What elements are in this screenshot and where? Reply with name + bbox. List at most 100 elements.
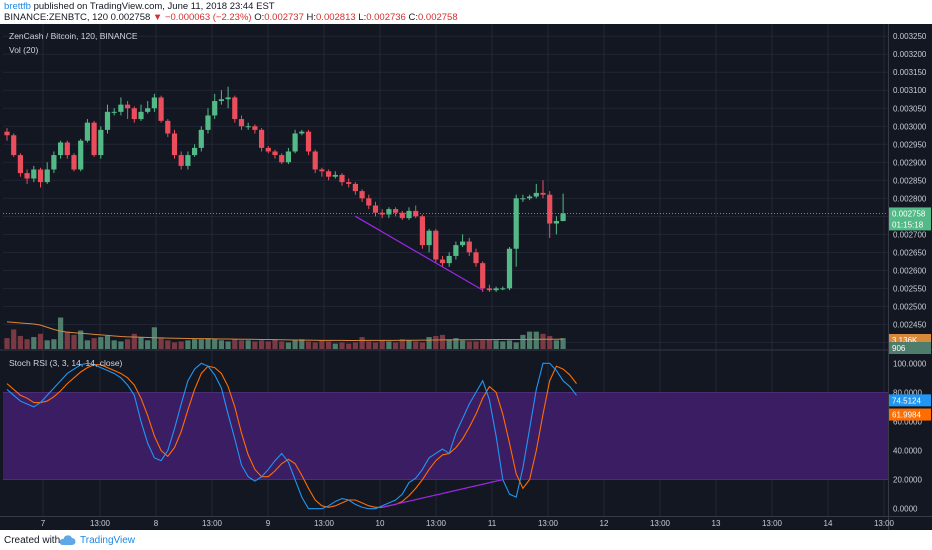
price-axis[interactable]: 0.003250 0.003200 0.003150 0.003100 0.003050… [889,32,931,514]
time-tick-label[interactable]: 13:00 [202,519,223,528]
candle-body[interactable] [426,230,432,246]
candle-body[interactable] [111,111,117,113]
candle-body[interactable] [359,191,365,199]
candle-body[interactable] [17,155,23,174]
time-axis[interactable]: 7 13:00 8 13:00 9 13:00 10 13:00 11 13:00 12 13:00 1… [41,519,895,528]
candle-body[interactable] [24,173,30,179]
candle-body[interactable] [513,198,519,249]
candle-body[interactable] [198,129,204,148]
candle-body[interactable] [553,221,559,224]
candle-body[interactable] [44,169,50,183]
candle-body[interactable] [299,131,305,134]
candle-body[interactable] [259,129,265,148]
candle-body[interactable] [125,104,131,109]
candle-body[interactable] [339,174,345,183]
time-tick-label[interactable]: 13:00 [650,519,671,528]
candle-body[interactable] [413,210,419,217]
candle-body[interactable] [540,192,546,195]
candle-body[interactable] [379,212,385,215]
candle-body[interactable] [158,97,164,121]
candle-body[interactable] [453,245,459,256]
candle-body[interactable] [84,122,90,141]
candle-body[interactable] [560,213,566,222]
candle-body[interactable] [332,174,338,177]
candle-body[interactable] [393,209,399,213]
time-tick-label[interactable]: 7 [41,519,46,528]
time-tick-label[interactable]: 13:00 [538,519,559,528]
candle-body[interactable] [285,151,291,163]
candle-body[interactable] [386,209,392,215]
chart-svg[interactable]: 0.003250 0.003200 0.003150 0.003100 0.003050… [0,24,932,530]
time-tick-label[interactable]: 13:00 [314,519,335,528]
price-pane[interactable] [3,86,888,292]
candle-body[interactable] [118,104,124,112]
time-tick-label[interactable]: 9 [266,519,271,528]
candle-body[interactable] [439,259,446,264]
rsi-trendline[interactable] [382,479,503,508]
candle-body[interactable] [98,129,104,156]
candle-body[interactable] [326,171,332,177]
candle-body[interactable] [205,115,211,130]
candle-body[interactable] [399,212,405,219]
candle-body[interactable] [520,198,526,200]
time-tick-label[interactable]: 13:00 [874,519,895,528]
candle-body[interactable] [272,151,278,156]
time-tick-label[interactable]: 14 [824,519,833,528]
candle-body[interactable] [245,126,251,128]
candle-body[interactable] [37,169,44,183]
candle-body[interactable] [493,288,499,291]
candle-body[interactable] [319,169,325,172]
candle-body[interactable] [446,255,452,264]
candle-body[interactable] [460,241,466,246]
candle-body[interactable] [218,99,224,102]
time-tick-label[interactable]: 12 [600,519,609,528]
time-tick-label[interactable]: 13 [712,519,721,528]
candle-body[interactable] [252,126,258,130]
candle-body[interactable] [527,196,533,199]
time-tick-label[interactable]: 8 [154,519,159,528]
candle-body[interactable] [533,192,539,197]
candle-body[interactable] [4,131,10,136]
author-link[interactable]: brettfb [4,1,31,12]
candle-body[interactable] [352,183,358,192]
candle-body[interactable] [366,198,372,206]
candle-body[interactable] [419,216,425,246]
candle-body[interactable] [506,248,513,289]
candle-body[interactable] [104,111,111,130]
time-tick-label[interactable]: 13:00 [90,519,111,528]
candle-body[interactable] [51,155,57,170]
price-trendline[interactable] [355,215,484,291]
candle-body[interactable] [131,108,137,120]
tradingview-brand-link[interactable]: TradingView [80,535,136,546]
candle-body[interactable] [547,194,553,224]
candle-body[interactable] [151,97,157,109]
time-tick-label[interactable]: 10 [376,519,385,528]
candle-body[interactable] [232,97,238,120]
candle-body[interactable] [185,155,191,166]
candle-body[interactable] [486,288,492,291]
candle-body[interactable] [11,135,17,156]
candle-body[interactable] [225,97,231,100]
candle-body[interactable] [406,210,412,219]
candle-body[interactable] [31,169,37,179]
candle-body[interactable] [346,182,352,184]
time-tick-label[interactable]: 13:00 [762,519,783,528]
candle-body[interactable] [192,147,198,156]
candle-body[interactable] [312,151,318,170]
chart-area[interactable]: 0.003250 0.003200 0.003150 0.003100 0.003050… [0,24,932,530]
candle-body[interactable] [138,111,144,120]
candle-body[interactable] [165,120,171,134]
candle-body[interactable] [91,122,97,156]
candle-body[interactable] [372,205,379,213]
candle-body[interactable] [64,142,70,156]
candle-body[interactable] [178,155,184,166]
time-tick-label[interactable]: 13:00 [426,519,447,528]
candle-body[interactable] [480,263,486,289]
time-tick-label[interactable]: 11 [488,519,497,528]
candle-body[interactable] [78,140,84,170]
candle-body[interactable] [466,241,472,253]
candle-body[interactable] [279,155,285,163]
candle-body[interactable] [238,119,245,127]
candle-body[interactable] [305,131,312,152]
candle-body[interactable] [292,133,298,152]
